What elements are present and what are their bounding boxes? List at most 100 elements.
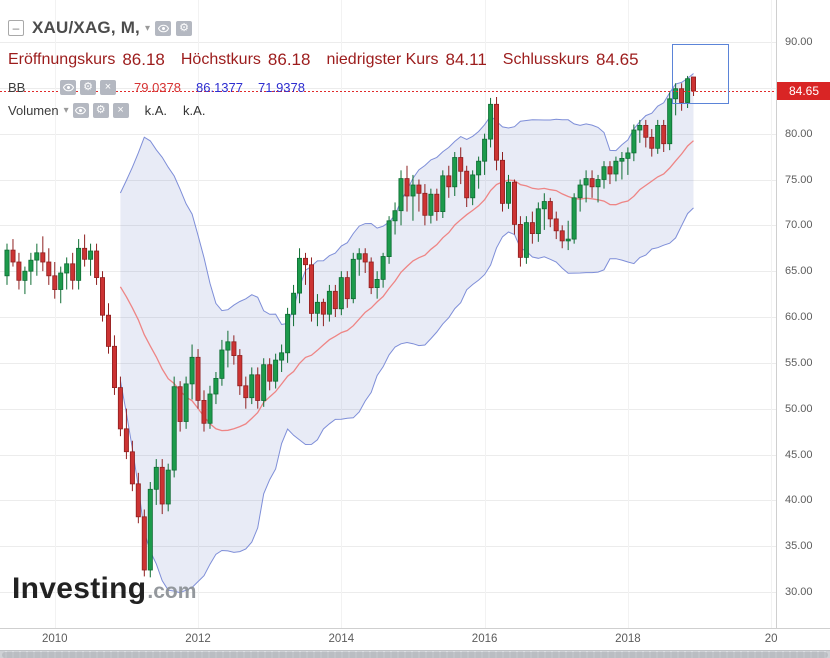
candle[interactable] [565,238,571,242]
candle[interactable] [553,218,559,232]
candle[interactable] [446,175,452,188]
candle[interactable] [535,208,541,235]
candlestick-chart[interactable] [0,0,776,628]
bb-visibility-button[interactable] [60,80,76,95]
bb-settings-button[interactable]: ⚙ [80,80,96,95]
candle[interactable] [440,175,446,213]
candle[interactable] [207,393,213,424]
candle[interactable] [326,290,332,315]
candle[interactable] [589,178,595,188]
candle[interactable] [649,136,655,149]
candle[interactable] [58,272,64,290]
candle[interactable] [362,253,368,263]
candle[interactable] [291,292,297,315]
volume-remove-button[interactable]: × [112,103,129,118]
candle[interactable] [237,355,243,387]
candle[interactable] [64,263,70,274]
candle[interactable] [165,469,171,505]
candle[interactable] [529,222,535,235]
candle[interactable] [488,103,494,140]
candle[interactable] [255,374,261,401]
candle[interactable] [201,399,207,424]
candle[interactable] [505,181,511,204]
candle[interactable] [392,210,398,222]
candle[interactable] [338,277,344,310]
candle[interactable] [476,160,482,176]
candle[interactable] [374,278,380,288]
horizontal-scrollbar[interactable] [0,650,830,658]
volume-settings-button[interactable]: ⚙ [92,103,109,118]
chevron-down-icon[interactable]: ▾ [63,105,69,116]
candle[interactable] [153,466,159,490]
candle[interactable] [428,193,434,216]
time-axis[interactable]: 2010 2012 2014 2016 2018 20 [0,628,830,650]
candle[interactable] [350,258,356,300]
candle[interactable] [517,223,523,258]
symbol-title[interactable]: XAU/XAG, M, [32,18,140,37]
candle[interactable] [547,201,553,220]
chevron-down-icon[interactable]: ▾ [145,22,151,34]
candle[interactable] [129,451,135,485]
candle[interactable] [631,129,637,154]
candle[interactable] [112,345,118,388]
candle[interactable] [637,125,643,131]
candle[interactable] [159,466,165,505]
candle[interactable] [171,386,177,471]
plot-area[interactable]: – XAU/XAG, M, ▾ ⚙ Eröffnungskurs 86.18 H… [0,0,776,628]
candle[interactable] [34,252,40,261]
candle[interactable] [667,98,673,145]
candle[interactable] [195,356,201,401]
candle[interactable] [577,184,583,199]
candle[interactable] [452,157,458,188]
candle[interactable] [661,125,667,145]
candle[interactable] [332,290,338,310]
candle[interactable] [70,263,76,281]
candle[interactable] [523,222,529,258]
price-axis[interactable]: 90.0085.0080.0075.0070.0065.0060.0055.00… [776,0,830,628]
candle[interactable] [231,341,237,356]
candle[interactable] [356,253,362,260]
candle[interactable] [619,157,625,162]
candle[interactable] [434,193,440,212]
candle[interactable] [22,270,28,281]
candle[interactable] [219,349,225,379]
volume-visibility-button[interactable] [72,103,89,118]
candle[interactable] [213,377,219,395]
candle[interactable] [368,261,374,289]
candle[interactable] [344,277,350,300]
candle[interactable] [296,257,302,294]
candle[interactable] [673,88,679,100]
selection-rectangle[interactable] [672,43,729,105]
candle[interactable] [613,160,619,175]
scrollbar-thumb[interactable] [2,652,828,658]
candle[interactable] [16,261,22,281]
candle[interactable] [4,249,10,277]
candle[interactable] [52,275,58,290]
candle[interactable] [28,259,34,272]
candle[interactable] [386,220,392,258]
collapse-chart-button[interactable]: – [8,20,24,36]
candle[interactable] [267,364,273,382]
candle[interactable] [249,374,255,399]
candle[interactable] [117,387,123,430]
candle[interactable] [655,125,661,149]
candle[interactable] [147,488,153,571]
candle[interactable] [314,301,320,314]
candle[interactable] [404,178,410,197]
candle[interactable] [10,249,16,263]
candle[interactable] [416,184,422,194]
candle[interactable] [261,364,267,401]
candle[interactable] [571,197,577,240]
candle[interactable] [285,313,291,354]
candle[interactable] [643,125,649,138]
candle[interactable] [595,179,601,188]
candle[interactable] [141,516,147,571]
settings-button[interactable]: ⚙ [176,20,193,36]
candle[interactable] [279,352,285,361]
bb-remove-button[interactable]: × [100,80,116,95]
candle[interactable] [601,166,607,180]
candle[interactable] [46,261,52,277]
candle[interactable] [583,178,589,186]
candle[interactable] [422,192,428,216]
candle[interactable] [82,247,88,260]
